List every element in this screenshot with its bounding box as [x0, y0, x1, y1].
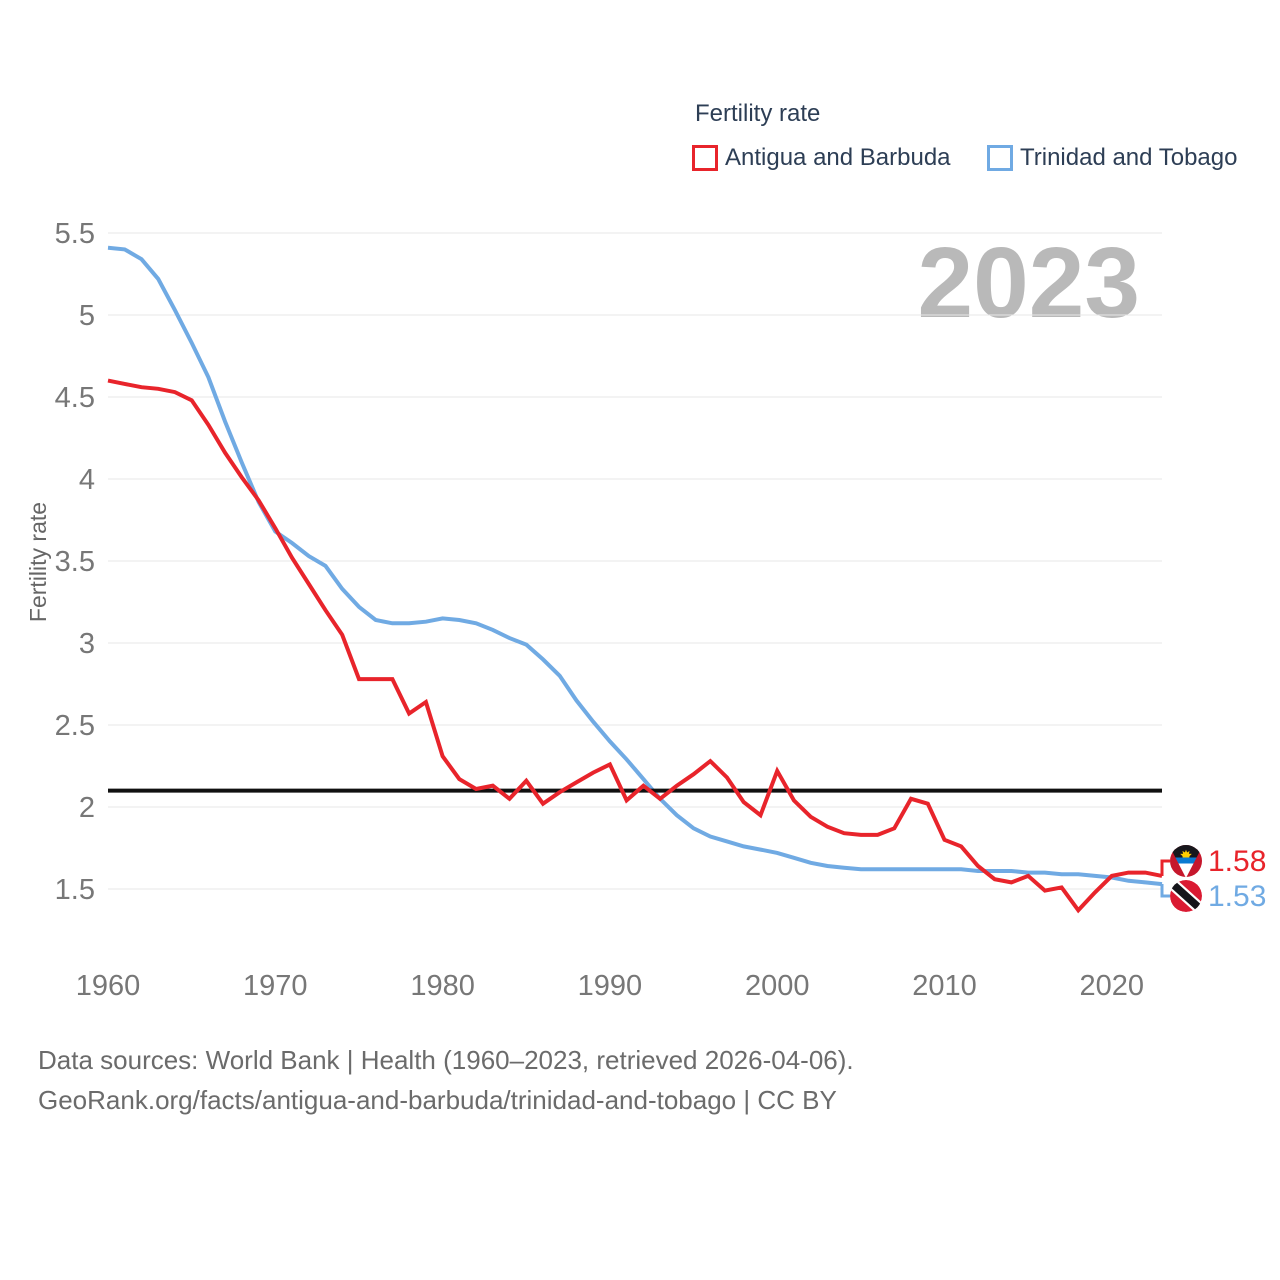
footer: Data sources: World Bank | Health (1960–…: [38, 1040, 854, 1120]
y-tick-label: 3.5: [55, 546, 95, 578]
antigua-and-barbuda-line[interactable]: [107, 378, 1163, 914]
x-tick-label: 1980: [410, 970, 475, 1002]
y-axis-tick-labels: 1.5 2 2.5 3 3.5 4 4.5 5 5.5: [55, 218, 95, 906]
year-watermark: 2023: [918, 227, 1140, 339]
antigua-end-value-label: 1.58: [1208, 845, 1266, 878]
trinidad-and-tobago-flag-icon: [1170, 880, 1202, 912]
x-tick-label: 1960: [76, 970, 141, 1002]
y-tick-label: 4: [79, 464, 95, 496]
y-axis-title: Fertility rate: [25, 502, 51, 622]
legend-item-antigua-and-barbuda[interactable]: Antigua and Barbuda: [692, 144, 951, 172]
antigua-and-barbuda-flag-icon: [1170, 845, 1202, 877]
trinidad-end-connector: [1160, 884, 1170, 898]
trinidad-series-swatch-icon: [986, 145, 1013, 171]
trinidad-end-value-label: 1.53: [1208, 880, 1266, 913]
legend-title: Fertility rate: [695, 100, 821, 127]
y-tick-label: 2: [79, 792, 95, 824]
antigua-series-swatch-icon: [692, 145, 718, 171]
legend-row: Antigua and Barbuda Trinidad and Tobago: [692, 144, 1237, 172]
x-tick-label: 1970: [243, 970, 308, 1002]
x-tick-label: 1990: [578, 970, 643, 1002]
y-tick-label: 3: [79, 628, 95, 660]
x-tick-label: 2020: [1080, 970, 1145, 1002]
attribution-line: GeoRank.org/facts/antigua-and-barbuda/tr…: [38, 1085, 837, 1115]
data-sources-line: Data sources: World Bank | Health (1960–…: [38, 1045, 854, 1075]
y-tick-label: 1.5: [55, 874, 95, 906]
y-tick-label: 5: [79, 300, 95, 332]
legend-item-trinidad-and-tobago[interactable]: Trinidad and Tobago: [986, 144, 1238, 172]
x-tick-label: 2000: [745, 970, 810, 1002]
y-tick-label: 4.5: [55, 382, 95, 414]
legend-label-trinidad: Trinidad and Tobago: [1019, 144, 1238, 171]
legend-label-antigua: Antigua and Barbuda: [725, 144, 951, 171]
legend: Fertility rate Antigua and Barbuda Trini…: [692, 100, 1237, 171]
y-tick-label: 2.5: [55, 710, 95, 742]
antigua-end-connector: [1160, 859, 1170, 876]
y-tick-label: 5.5: [55, 218, 95, 250]
x-axis-tick-labels: 1960 1970 1980 1990 2000 2010 2020: [76, 970, 1144, 1002]
gridlines: [108, 232, 1162, 890]
x-tick-label: 2010: [912, 970, 977, 1002]
